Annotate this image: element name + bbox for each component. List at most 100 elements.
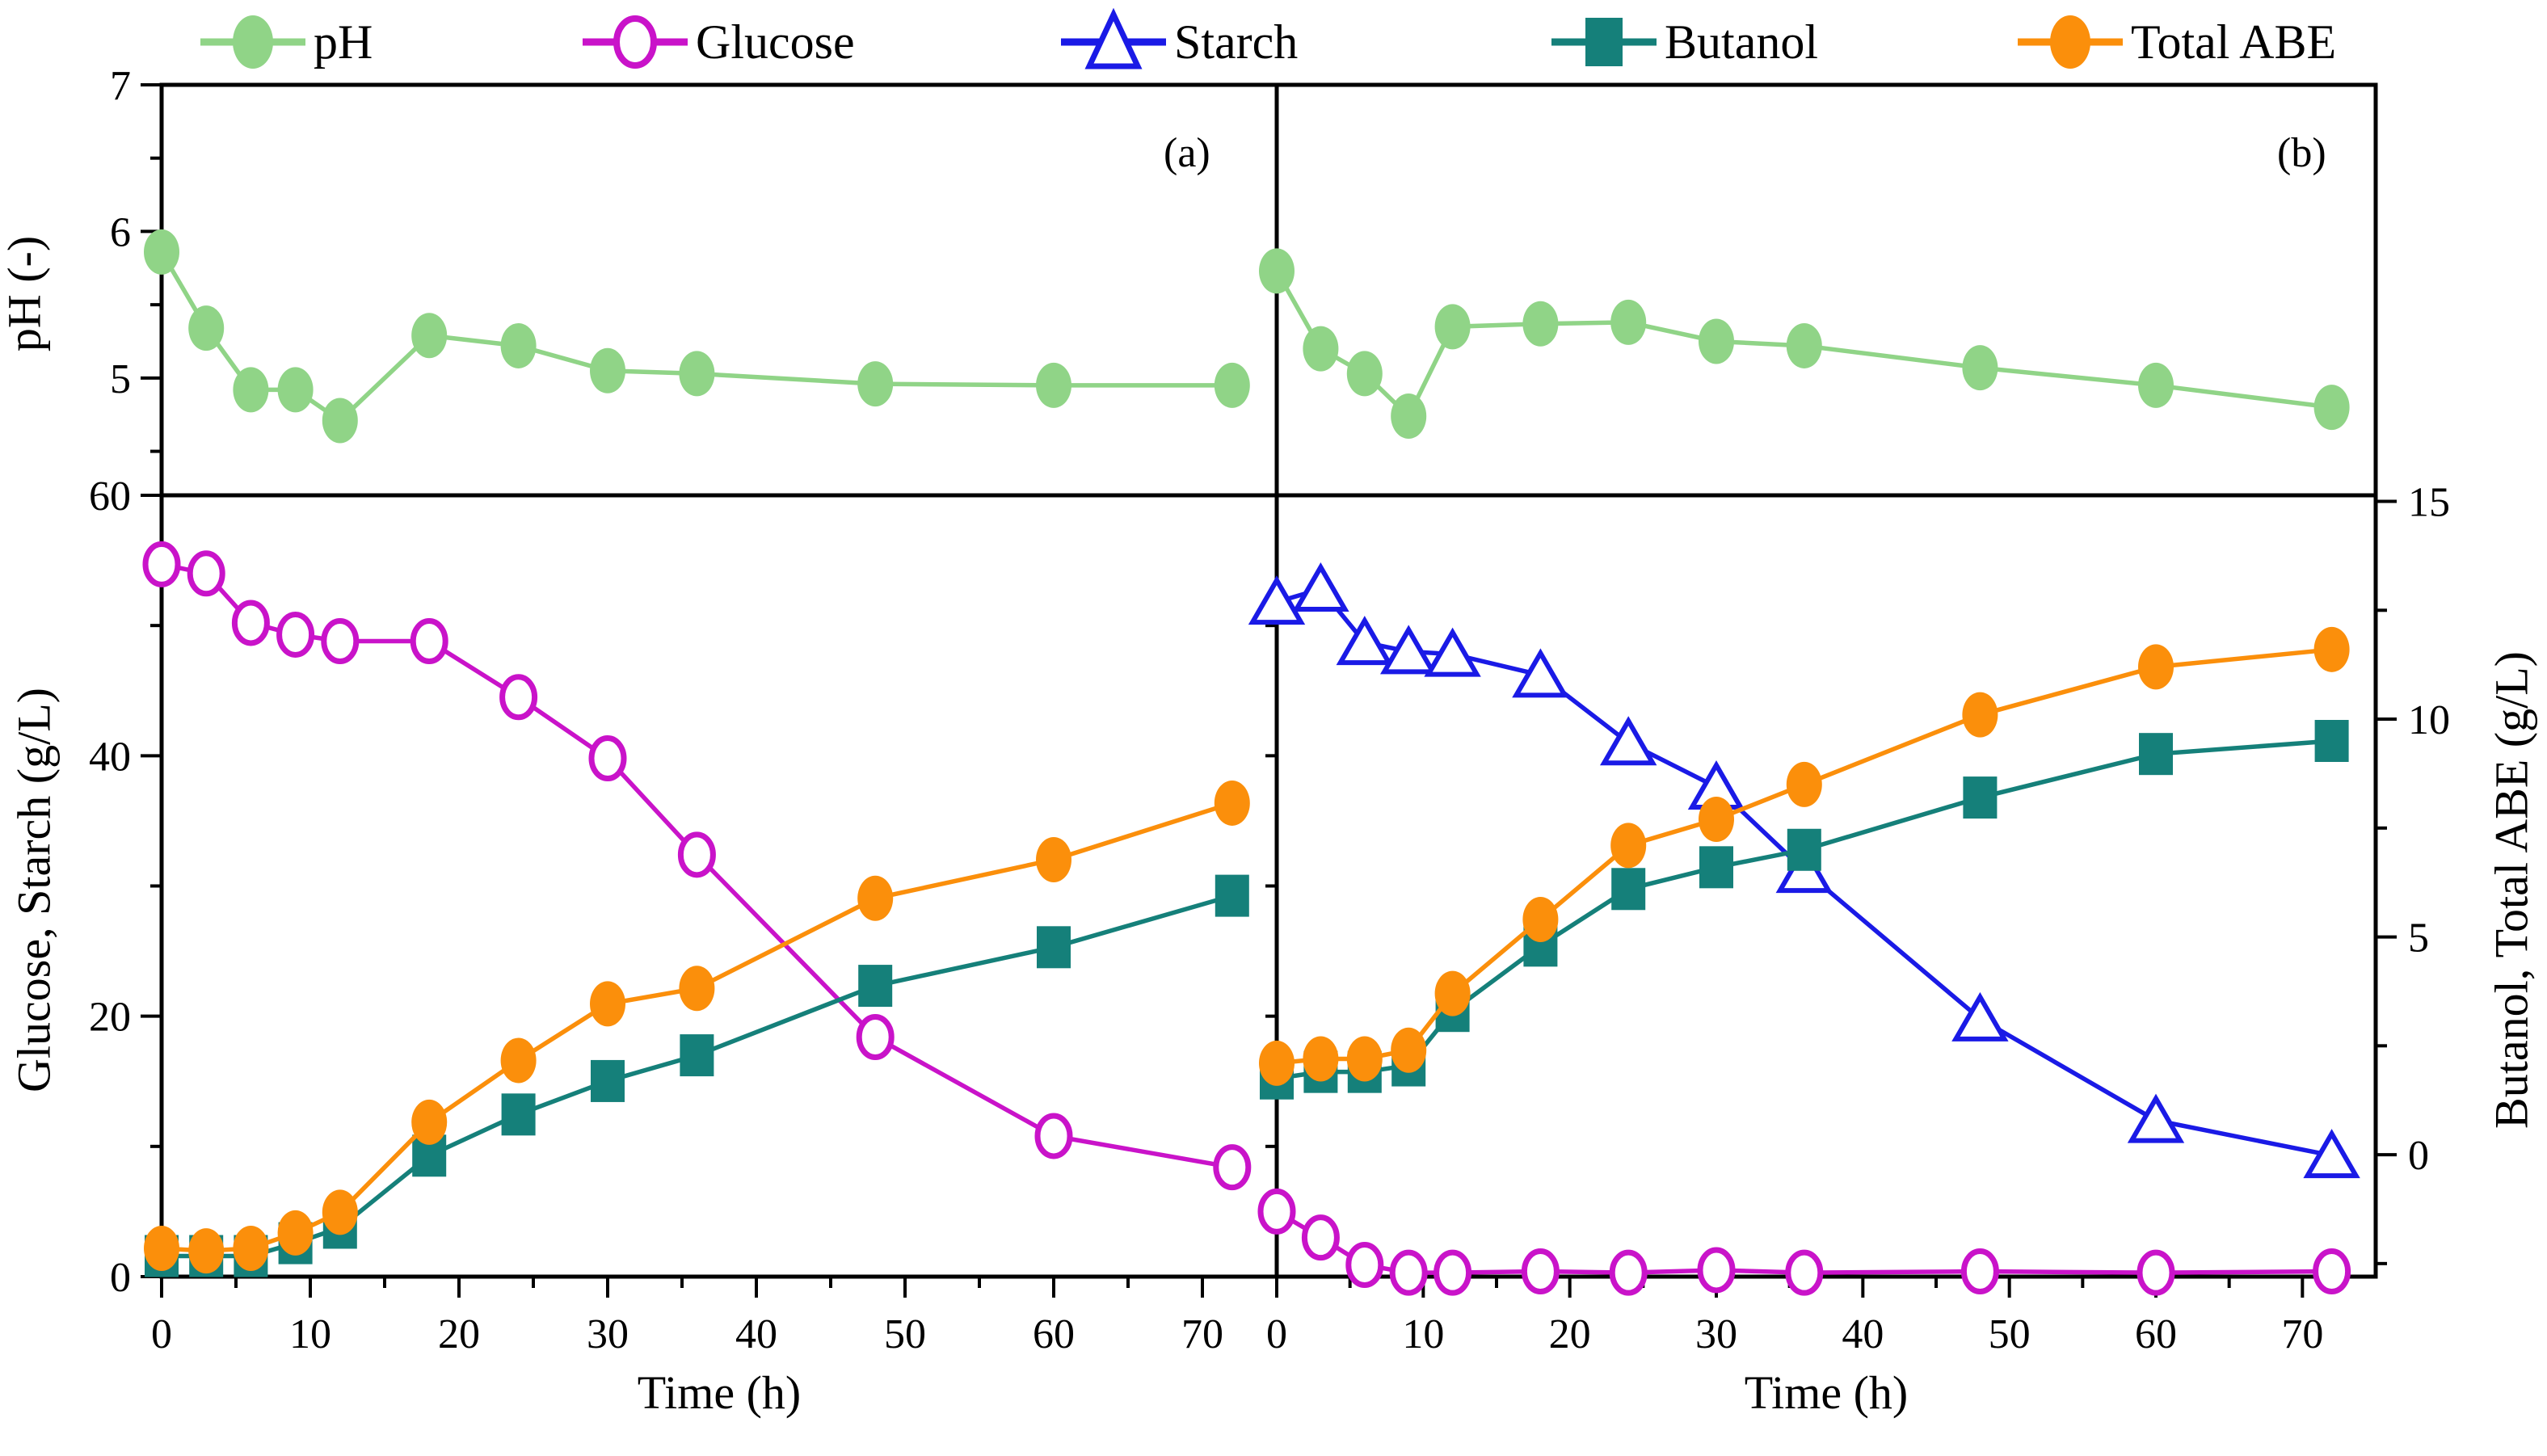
data-point-marker: [1215, 874, 1249, 917]
data-point-marker: [2313, 1248, 2351, 1295]
data-point-marker: [1610, 299, 1647, 345]
ph-tick-label: 5: [110, 356, 131, 402]
data-point-marker: [1699, 797, 1734, 843]
x-tick-label: 60: [1033, 1311, 1075, 1357]
data-point-marker: [2313, 626, 2350, 672]
data-point-marker: [144, 229, 179, 275]
data-point-marker: [1962, 692, 1998, 738]
data-point-marker: [1963, 776, 1998, 819]
triangle-legend-icon: [1061, 7, 1166, 69]
x-tick-label: 70: [1181, 1311, 1223, 1357]
data-point-marker: [277, 367, 314, 413]
rightB-tick-label: 15: [2408, 480, 2450, 526]
data-point-marker: [1951, 991, 2009, 1042]
data-point-marker: [1248, 575, 1306, 625]
data-point-marker: [1380, 625, 1438, 675]
x-tick-label: 20: [438, 1311, 480, 1357]
data-point-marker: [590, 347, 625, 393]
legend-item-ph: pH: [192, 5, 373, 79]
data-point-marker: [499, 674, 538, 721]
data-point-marker: [187, 550, 225, 597]
data-point-marker: [1522, 897, 1559, 943]
data-point-marker: [1786, 322, 1822, 368]
data-point-marker: [1609, 1249, 1648, 1296]
data-point-marker: [2137, 1249, 2175, 1296]
circle-legend-icon: [200, 15, 305, 69]
data-point-marker: [1259, 248, 1295, 294]
data-point-marker: [1214, 780, 1250, 826]
data-point-marker: [1389, 1249, 1428, 1296]
data-point-marker: [1697, 1247, 1736, 1294]
x-tick-label: 0: [1266, 1311, 1287, 1357]
data-point-marker: [1301, 1214, 1340, 1261]
open-circle-legend-icon: [583, 15, 688, 69]
data-point-marker: [2314, 720, 2349, 763]
rightB-tick-label: 5: [2408, 915, 2429, 962]
data-point-marker: [411, 313, 448, 359]
legend-label: Total ABE: [2131, 15, 2337, 69]
data-point-marker: [321, 618, 360, 665]
data-point-marker: [1521, 1248, 1560, 1295]
left-tick-label: 20: [89, 995, 131, 1041]
data-point-marker: [142, 541, 181, 587]
left-tick-label: 40: [89, 734, 131, 780]
data-point-marker: [1960, 1248, 1999, 1295]
x-tick-label: 10: [1402, 1311, 1444, 1357]
data-point-marker: [1303, 1036, 1339, 1082]
data-point-marker: [1346, 1036, 1383, 1082]
data-point-marker: [680, 1034, 714, 1077]
data-point-marker: [857, 361, 894, 407]
data-point-marker: [1434, 970, 1471, 1016]
data-point-marker: [1391, 1027, 1427, 1073]
data-point-marker: [590, 981, 625, 1027]
left-tick-label: 60: [89, 473, 131, 520]
panel-a-letter: (a): [1164, 130, 1210, 176]
data-point-marker: [500, 1037, 537, 1084]
data-point-marker: [1610, 823, 1647, 869]
data-point-marker: [1036, 362, 1071, 408]
legend-label: Butanol: [1665, 15, 1818, 69]
rightB-tick-label: 10: [2408, 697, 2450, 743]
x-axis-title-a: Time (h): [637, 1366, 802, 1419]
data-point-marker: [1259, 1040, 1295, 1086]
data-point-marker: [1034, 1113, 1073, 1159]
data-point-marker: [856, 1013, 895, 1060]
right-axis-title: Butanol, Total ABE (g/L): [2485, 651, 2538, 1129]
data-point-marker: [501, 1093, 536, 1136]
legend-item-total-abe: Total ABE: [2010, 5, 2336, 79]
data-point-marker: [1512, 648, 1569, 698]
data-point-marker: [1303, 326, 1339, 372]
data-point-marker: [1699, 318, 1734, 364]
legend-item-starch: Starch: [1053, 5, 1298, 79]
x-tick-label: 40: [1842, 1311, 1884, 1357]
square-legend-icon: [1551, 18, 1657, 66]
data-point-marker: [233, 1225, 269, 1271]
data-point-marker: [2303, 1129, 2360, 1179]
panel-border: [159, 493, 1279, 1279]
panel-b-letter: (b): [2277, 130, 2326, 176]
data-point-marker: [1391, 393, 1427, 440]
data-point-marker: [188, 1228, 225, 1274]
data-point-marker: [1600, 716, 1657, 766]
x-tick-label: 30: [587, 1311, 629, 1357]
left-tick-label: 0: [110, 1255, 131, 1301]
circle-legend-icon: [2018, 15, 2123, 69]
data-point-marker: [2138, 362, 2174, 408]
x-tick-label: 60: [2135, 1311, 2177, 1357]
ph-axis-title: pH (-): [0, 235, 51, 352]
data-point-marker: [1786, 761, 1822, 807]
data-point-marker: [1433, 1249, 1472, 1296]
data-point-marker: [679, 351, 715, 397]
data-point-marker: [322, 1189, 358, 1235]
data-point-marker: [233, 367, 269, 413]
data-point-marker: [276, 611, 315, 658]
data-point-marker: [1611, 868, 1646, 911]
data-point-marker: [1336, 616, 1393, 666]
legend-label: Glucose: [696, 15, 855, 69]
legend-item-glucose: Glucose: [575, 5, 855, 79]
data-point-marker: [1213, 1144, 1252, 1191]
data-point-marker: [1434, 304, 1471, 350]
legend-item-butanol: Butanol: [1543, 5, 1818, 79]
ph-tick-label: 7: [110, 63, 131, 109]
